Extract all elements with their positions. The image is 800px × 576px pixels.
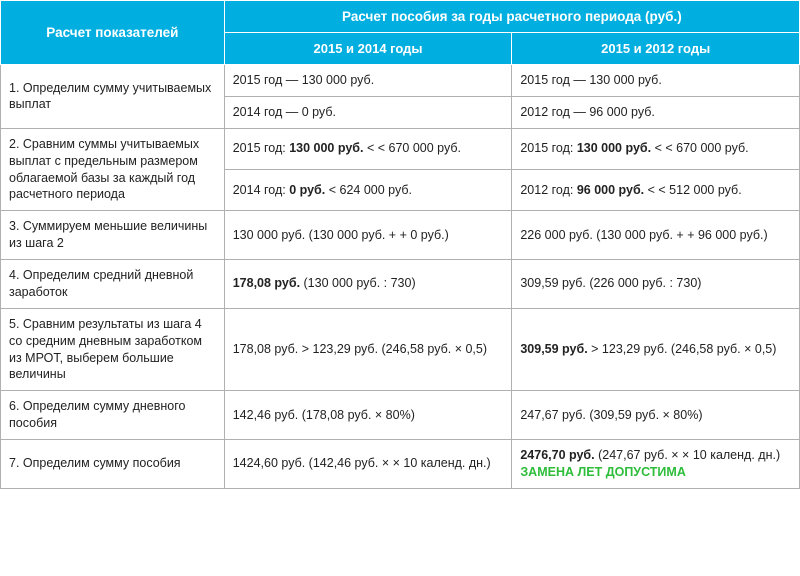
step-4-a: 178,08 руб. (130 000 руб. : 730)	[224, 260, 512, 309]
header-years-b: 2015 и 2012 годы	[512, 33, 800, 65]
text: (247,67 руб. × × 10 календ. дн.)	[595, 448, 781, 462]
step-2-a2: 2014 год: 0 руб. < 624 000 руб.	[224, 170, 512, 211]
step-5-label: 5. Сравним результаты из шага 4 со средн…	[1, 308, 225, 391]
step-3-a: 130 000 руб. (130 000 руб. + + 0 руб.)	[224, 211, 512, 260]
step-2-b2: 2012 год: 96 000 руб. < < 512 000 руб.	[512, 170, 800, 211]
text: > 123,29 руб. (246,58 руб. × 0,5)	[588, 342, 777, 356]
step-5-a: 178,08 руб. > 123,29 руб. (246,58 руб. ×…	[224, 308, 512, 391]
text: < < 670 000 руб.	[651, 141, 749, 155]
table-row: 2. Сравним суммы учитываемых выплат с пр…	[1, 128, 800, 169]
calculation-table: Расчет показателей Расчет пособия за год…	[0, 0, 800, 489]
step-6-label: 6. Определим сумму дневного пособия	[1, 391, 225, 440]
text: (130 000 руб. : 730)	[300, 276, 416, 290]
step-1-b2: 2012 год — 96 000 руб.	[512, 96, 800, 128]
bold-value: 178,08 руб.	[233, 276, 300, 290]
step-1-a1: 2015 год — 130 000 руб.	[224, 65, 512, 97]
step-1-b1: 2015 год — 130 000 руб.	[512, 65, 800, 97]
step-3-b: 226 000 руб. (130 000 руб. + + 96 000 ру…	[512, 211, 800, 260]
step-2-label: 2. Сравним суммы учитываемых выплат с пр…	[1, 128, 225, 211]
step-7-a: 1424,60 руб. (142,46 руб. × × 10 календ.…	[224, 440, 512, 489]
bold-value: 309,59 руб.	[520, 342, 587, 356]
replacement-allowed-note: ЗАМЕНА ЛЕТ ДОПУСТИМА	[520, 465, 686, 479]
table-row: 5. Сравним результаты из шага 4 со средн…	[1, 308, 800, 391]
table-row: 1. Определим сумму учитываемых выплат 20…	[1, 65, 800, 97]
step-2-a1: 2015 год: 130 000 руб. < < 670 000 руб.	[224, 128, 512, 169]
text: 2012 год:	[520, 183, 576, 197]
text: 2015 год:	[520, 141, 576, 155]
table-row: 6. Определим сумму дневного пособия 142,…	[1, 391, 800, 440]
table-row: 3. Суммируем меньшие величины из шага 2 …	[1, 211, 800, 260]
table-row: 4. Определим средний дневной заработок 1…	[1, 260, 800, 309]
bold-value: 130 000 руб.	[289, 141, 363, 155]
step-7-b: 2476,70 руб. (247,67 руб. × × 10 календ.…	[512, 440, 800, 489]
step-1-a2: 2014 год — 0 руб.	[224, 96, 512, 128]
step-2-b1: 2015 год: 130 000 руб. < < 670 000 руб.	[512, 128, 800, 169]
step-1-label: 1. Определим сумму учитываемых выплат	[1, 65, 225, 129]
bold-value: 0 руб.	[289, 183, 325, 197]
text: < 624 000 руб.	[325, 183, 412, 197]
step-5-b: 309,59 руб. > 123,29 руб. (246,58 руб. ×…	[512, 308, 800, 391]
step-3-label: 3. Суммируем меньшие величины из шага 2	[1, 211, 225, 260]
step-4-label: 4. Определим средний дневной заработок	[1, 260, 225, 309]
text: 2014 год:	[233, 183, 289, 197]
step-6-a: 142,46 руб. (178,08 руб. × 80%)	[224, 391, 512, 440]
text: 2015 год:	[233, 141, 289, 155]
step-6-b: 247,67 руб. (309,59 руб. × 80%)	[512, 391, 800, 440]
header-period: Расчет пособия за годы расчетного период…	[224, 1, 799, 33]
step-4-b: 309,59 руб. (226 000 руб. : 730)	[512, 260, 800, 309]
header-years-a: 2015 и 2014 годы	[224, 33, 512, 65]
bold-value: 96 000 руб.	[577, 183, 644, 197]
bold-value: 130 000 руб.	[577, 141, 651, 155]
text: < < 670 000 руб.	[363, 141, 461, 155]
header-indicators: Расчет показателей	[1, 1, 225, 65]
table-row: 7. Определим сумму пособия 1424,60 руб. …	[1, 440, 800, 489]
text: < < 512 000 руб.	[644, 183, 742, 197]
step-7-label: 7. Определим сумму пособия	[1, 440, 225, 489]
bold-value: 2476,70 руб.	[520, 448, 594, 462]
